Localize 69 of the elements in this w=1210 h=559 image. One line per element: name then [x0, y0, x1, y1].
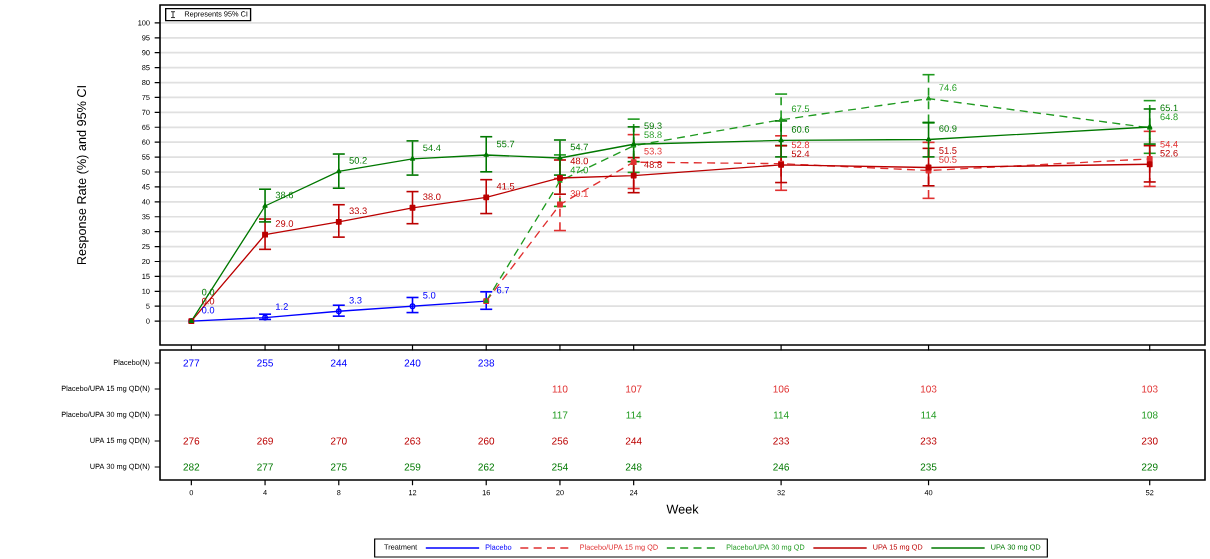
data-label: 1.2 — [276, 303, 288, 310]
data-label: 47.0 — [570, 166, 589, 174]
data-label: 240 — [404, 359, 421, 367]
data-label: 54.4 — [1160, 141, 1178, 148]
data-label: 238 — [478, 359, 495, 367]
data-label: 33.3 — [349, 207, 367, 215]
data-label: 52.4 — [791, 150, 810, 158]
data-label: 244 — [330, 359, 347, 367]
data-label: 53.3 — [644, 147, 662, 155]
y-axis-title: Response Rate (%) and 95% CI — [76, 86, 89, 265]
data-label: 229 — [1141, 463, 1158, 471]
data-label: 6.7 — [496, 286, 509, 294]
data-label: 58.8 — [644, 131, 662, 139]
data-label: 60.9 — [939, 125, 957, 132]
data-label: 282 — [183, 463, 200, 471]
data-label: 275 — [330, 463, 347, 471]
data-label: 233 — [920, 437, 937, 445]
data-label: 65.1 — [1160, 104, 1178, 112]
data-label: 248 — [625, 463, 642, 471]
data-label: 103 — [920, 385, 937, 393]
data-label: 106 — [773, 385, 790, 393]
data-label: 277 — [257, 463, 273, 471]
data-label: 276 — [183, 437, 200, 445]
data-label: 233 — [773, 437, 790, 445]
data-label: 270 — [330, 437, 347, 445]
data-label: 110 — [552, 385, 568, 393]
data-label: 260 — [478, 437, 495, 445]
data-label: 263 — [404, 437, 421, 445]
data-label: 74.6 — [939, 84, 957, 91]
data-label: 230 — [1141, 437, 1158, 445]
data-label: 60.6 — [791, 126, 810, 133]
data-label: 107 — [626, 385, 642, 393]
data-label: 50.5 — [939, 156, 957, 163]
data-label: 48.0 — [570, 157, 589, 165]
data-label: 39.1 — [570, 190, 588, 197]
data-label: 114 — [773, 411, 789, 419]
data-label: 5.0 — [423, 291, 436, 299]
data-label: 108 — [1142, 411, 1158, 419]
data-label: 103 — [1142, 385, 1158, 393]
data-label: 54.4 — [423, 144, 441, 152]
data-label: 67.5 — [791, 105, 810, 113]
data-label: 64.8 — [1160, 113, 1178, 121]
data-label: 269 — [257, 437, 273, 445]
data-label: 51.5 — [939, 147, 957, 154]
data-label: 38.0 — [423, 193, 441, 201]
data-label: 244 — [625, 437, 642, 445]
data-label: 256 — [552, 437, 568, 445]
data-label: 54.7 — [570, 143, 588, 151]
data-label: 259 — [404, 463, 421, 471]
data-label: 277 — [183, 359, 200, 367]
data-label: 3.3 — [349, 297, 362, 304]
data-label: 55.7 — [496, 140, 515, 148]
x-axis-title: Week — [666, 504, 699, 514]
data-label: 246 — [773, 463, 790, 471]
data-label: 114 — [921, 411, 937, 419]
data-label: 262 — [478, 463, 495, 471]
data-label: 52.6 — [1160, 149, 1178, 157]
data-label: 117 — [552, 411, 568, 419]
data-label: 0.0 — [201, 306, 215, 314]
data-label: 52.8 — [791, 141, 810, 149]
data-label: 255 — [257, 359, 273, 367]
data-label: 114 — [626, 411, 642, 419]
data-label: 254 — [552, 463, 568, 471]
data-label: 59.3 — [644, 122, 662, 130]
data-label: 29.0 — [275, 220, 294, 227]
data-label: 50.2 — [349, 157, 367, 164]
data-label: 48.8 — [644, 161, 662, 168]
data-label: 235 — [920, 463, 937, 471]
data-label: 41.5 — [496, 183, 515, 190]
